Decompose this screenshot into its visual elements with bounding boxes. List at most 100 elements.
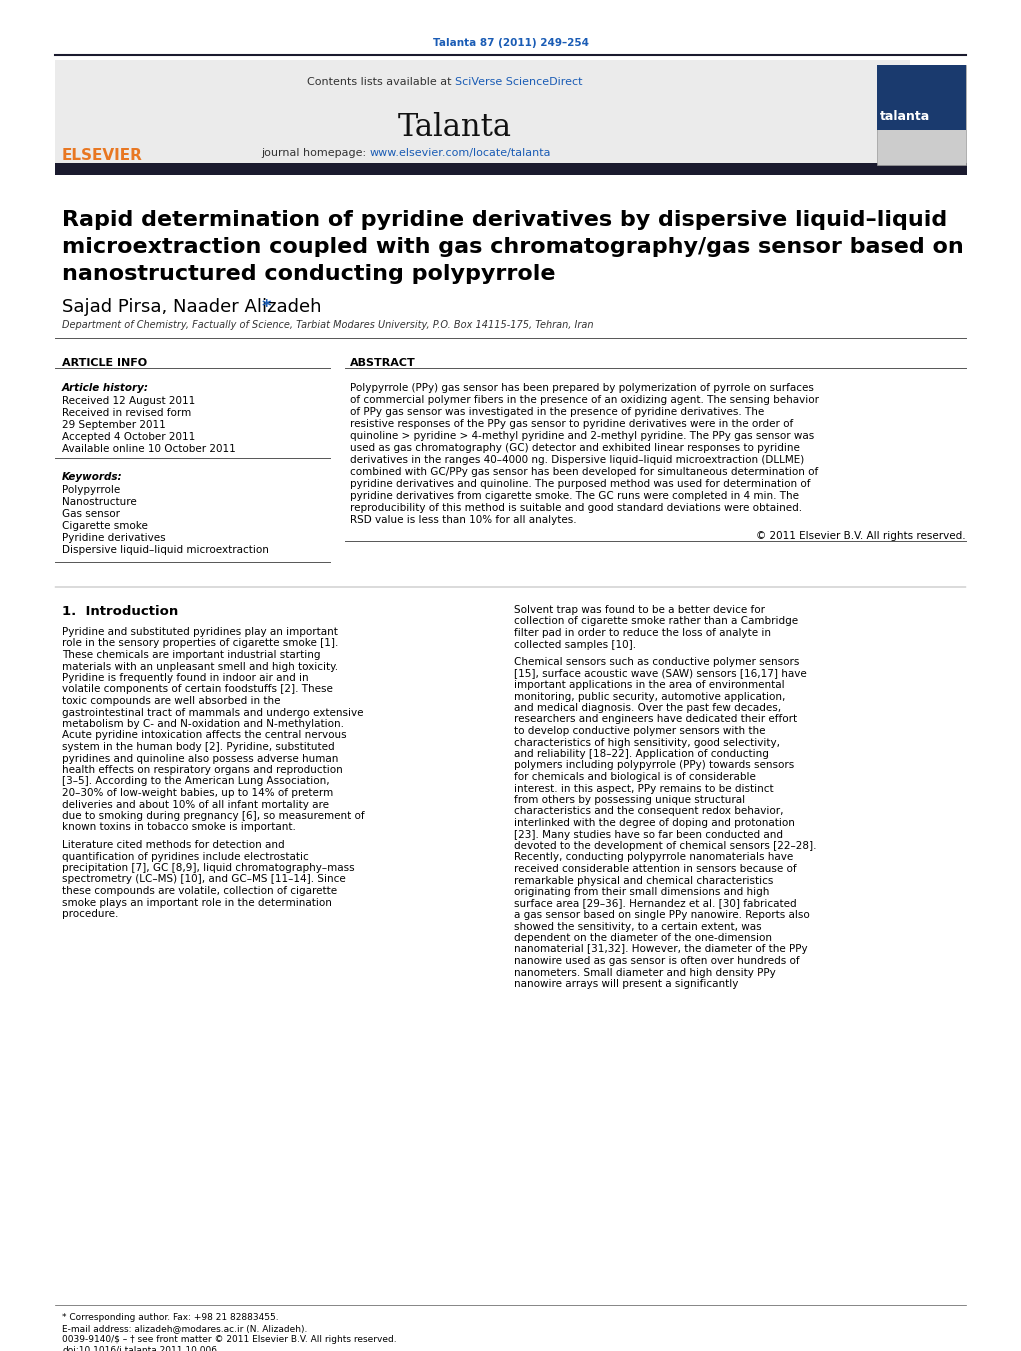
Text: quinoline > pyridine > 4-methyl pyridine and 2-methyl pyridine. The PPy gas sens: quinoline > pyridine > 4-methyl pyridine…: [350, 431, 815, 440]
Bar: [877, 65, 966, 130]
Text: Keywords:: Keywords:: [62, 471, 123, 482]
Text: known toxins in tobacco smoke is important.: known toxins in tobacco smoke is importa…: [62, 823, 296, 832]
Text: reproducibility of this method is suitable and good standard deviations were obt: reproducibility of this method is suitab…: [350, 503, 803, 513]
Bar: [55, 65, 165, 165]
Text: *: *: [262, 299, 272, 316]
Text: filter pad in order to reduce the loss of analyte in: filter pad in order to reduce the loss o…: [514, 628, 771, 638]
Text: [3–5]. According to the American Lung Association,: [3–5]. According to the American Lung As…: [62, 777, 330, 786]
Text: quantification of pyridines include electrostatic: quantification of pyridines include elec…: [62, 851, 308, 862]
Text: and medical diagnosis. Over the past few decades,: and medical diagnosis. Over the past few…: [514, 703, 781, 713]
Text: nanometers. Small diameter and high density PPy: nanometers. Small diameter and high dens…: [514, 967, 776, 978]
Text: remarkable physical and chemical characteristics: remarkable physical and chemical charact…: [514, 875, 773, 885]
Text: Department of Chemistry, Factually of Science, Tarbiat Modares University, P.O. : Department of Chemistry, Factually of Sc…: [62, 320, 593, 330]
Text: nanowire arrays will present a significantly: nanowire arrays will present a significa…: [514, 979, 738, 989]
Text: pyridine derivatives from cigarette smoke. The GC runs were completed in 4 min. : pyridine derivatives from cigarette smok…: [350, 490, 799, 501]
Text: characteristics of high sensitivity, good selectivity,: characteristics of high sensitivity, goo…: [514, 738, 780, 747]
Text: Available online 10 October 2011: Available online 10 October 2011: [62, 444, 236, 454]
Text: Gas sensor: Gas sensor: [62, 509, 120, 519]
Text: Acute pyridine intoxication affects the central nervous: Acute pyridine intoxication affects the …: [62, 731, 346, 740]
Text: pyridine derivatives and quinoline. The purposed method was used for determinati: pyridine derivatives and quinoline. The …: [350, 480, 811, 489]
Bar: [55, 59, 910, 165]
Text: collection of cigarette smoke rather than a Cambridge: collection of cigarette smoke rather tha…: [514, 616, 798, 627]
Text: resistive responses of the PPy gas sensor to pyridine derivatives were in the or: resistive responses of the PPy gas senso…: [350, 419, 793, 430]
Text: journal homepage:: journal homepage:: [261, 149, 370, 158]
Text: 20–30% of low-weight babies, up to 14% of preterm: 20–30% of low-weight babies, up to 14% o…: [62, 788, 333, 798]
Text: interest. in this aspect, PPy remains to be distinct: interest. in this aspect, PPy remains to…: [514, 784, 774, 793]
Text: procedure.: procedure.: [62, 909, 118, 919]
Text: metabolism by C- and N-oxidation and N-methylation.: metabolism by C- and N-oxidation and N-m…: [62, 719, 344, 730]
Text: originating from their small dimensions and high: originating from their small dimensions …: [514, 888, 770, 897]
Bar: [877, 65, 966, 165]
Text: ARTICLE INFO: ARTICLE INFO: [62, 358, 147, 367]
Text: Contents lists available at: Contents lists available at: [307, 77, 455, 86]
Text: Chemical sensors such as conductive polymer sensors: Chemical sensors such as conductive poly…: [514, 657, 799, 667]
Text: materials with an unpleasant smell and high toxicity.: materials with an unpleasant smell and h…: [62, 662, 338, 671]
Text: nanomaterial [31,32]. However, the diameter of the PPy: nanomaterial [31,32]. However, the diame…: [514, 944, 808, 955]
Text: Polypyrrole: Polypyrrole: [62, 485, 120, 494]
Text: polymers including polypyrrole (PPy) towards sensors: polymers including polypyrrole (PPy) tow…: [514, 761, 794, 770]
Text: for chemicals and biological is of considerable: for chemicals and biological is of consi…: [514, 771, 756, 782]
Text: surface area [29–36]. Hernandez et al. [30] fabricated: surface area [29–36]. Hernandez et al. […: [514, 898, 796, 908]
Text: doi:10.1016/j.talanta.2011.10.006: doi:10.1016/j.talanta.2011.10.006: [62, 1346, 217, 1351]
Text: Literature cited methods for detection and: Literature cited methods for detection a…: [62, 840, 285, 850]
Text: received considerable attention in sensors because of: received considerable attention in senso…: [514, 865, 796, 874]
Text: used as gas chromatography (GC) detector and exhibited linear responses to pyrid: used as gas chromatography (GC) detector…: [350, 443, 799, 453]
Text: microextraction coupled with gas chromatography/gas sensor based on: microextraction coupled with gas chromat…: [62, 236, 964, 257]
Text: monitoring, public security, automotive application,: monitoring, public security, automotive …: [514, 692, 785, 701]
Text: ELSEVIER: ELSEVIER: [62, 149, 143, 163]
Text: these compounds are volatile, collection of cigarette: these compounds are volatile, collection…: [62, 886, 337, 896]
Text: combined with GC/PPy gas sensor has been developed for simultaneous determinatio: combined with GC/PPy gas sensor has been…: [350, 467, 818, 477]
Bar: [55, 163, 967, 176]
Text: 0039-9140/$ – † see front matter © 2011 Elsevier B.V. All rights reserved.: 0039-9140/$ – † see front matter © 2011 …: [62, 1335, 396, 1344]
Text: to develop conductive polymer sensors with the: to develop conductive polymer sensors wi…: [514, 725, 766, 736]
Text: Received in revised form: Received in revised form: [62, 408, 191, 417]
Text: system in the human body [2]. Pyridine, substituted: system in the human body [2]. Pyridine, …: [62, 742, 335, 753]
Text: Pyridine is frequently found in indoor air and in: Pyridine is frequently found in indoor a…: [62, 673, 308, 684]
Text: of PPy gas sensor was investigated in the presence of pyridine derivatives. The: of PPy gas sensor was investigated in th…: [350, 407, 765, 417]
Text: gastrointestinal tract of mammals and undergo extensive: gastrointestinal tract of mammals and un…: [62, 708, 363, 717]
Text: Sajad Pirsa, Naader Alizadeh: Sajad Pirsa, Naader Alizadeh: [62, 299, 322, 316]
Text: talanta: talanta: [880, 109, 930, 123]
Text: devoted to the development of chemical sensors [22–28].: devoted to the development of chemical s…: [514, 842, 817, 851]
Text: 1.  Introduction: 1. Introduction: [62, 605, 179, 617]
Text: researchers and engineers have dedicated their effort: researchers and engineers have dedicated…: [514, 715, 797, 724]
Text: toxic compounds are well absorbed in the: toxic compounds are well absorbed in the: [62, 696, 281, 707]
Text: Recently, conducting polypyrrole nanomaterials have: Recently, conducting polypyrrole nanomat…: [514, 852, 793, 862]
Text: Received 12 August 2011: Received 12 August 2011: [62, 396, 195, 407]
Text: These chemicals are important industrial starting: These chemicals are important industrial…: [62, 650, 321, 661]
Text: © 2011 Elsevier B.V. All rights reserved.: © 2011 Elsevier B.V. All rights reserved…: [757, 531, 966, 540]
Text: interlinked with the degree of doping and protonation: interlinked with the degree of doping an…: [514, 817, 795, 828]
Text: precipitation [7], GC [8,9], liquid chromatography–mass: precipitation [7], GC [8,9], liquid chro…: [62, 863, 354, 873]
Text: pyridines and quinoline also possess adverse human: pyridines and quinoline also possess adv…: [62, 754, 338, 763]
Text: [23]. Many studies have so far been conducted and: [23]. Many studies have so far been cond…: [514, 830, 783, 839]
Text: Accepted 4 October 2011: Accepted 4 October 2011: [62, 432, 195, 442]
Text: and reliability [18–22]. Application of conducting: and reliability [18–22]. Application of …: [514, 748, 769, 759]
Text: RSD value is less than 10% for all analytes.: RSD value is less than 10% for all analy…: [350, 515, 577, 526]
Text: Talanta: Talanta: [398, 112, 512, 143]
Text: nanostructured conducting polypyrrole: nanostructured conducting polypyrrole: [62, 263, 555, 284]
Text: [15], surface acoustic wave (SAW) sensors [16,17] have: [15], surface acoustic wave (SAW) sensor…: [514, 669, 807, 678]
Text: * Corresponding author. Fax: +98 21 82883455.: * Corresponding author. Fax: +98 21 8288…: [62, 1313, 279, 1323]
Text: derivatives in the ranges 40–4000 ng. Dispersive liquid–liquid microextraction (: derivatives in the ranges 40–4000 ng. Di…: [350, 455, 805, 465]
Text: spectrometry (LC–MS) [10], and GC–MS [11–14]. Since: spectrometry (LC–MS) [10], and GC–MS [11…: [62, 874, 346, 885]
Text: important applications in the area of environmental: important applications in the area of en…: [514, 680, 784, 690]
Text: due to smoking during pregnancy [6], so measurement of: due to smoking during pregnancy [6], so …: [62, 811, 364, 821]
Text: Article history:: Article history:: [62, 382, 149, 393]
Text: Rapid determination of pyridine derivatives by dispersive liquid–liquid: Rapid determination of pyridine derivati…: [62, 209, 947, 230]
Text: Dispersive liquid–liquid microextraction: Dispersive liquid–liquid microextraction: [62, 544, 269, 555]
Text: 29 September 2011: 29 September 2011: [62, 420, 165, 430]
Text: Solvent trap was found to be a better device for: Solvent trap was found to be a better de…: [514, 605, 765, 615]
Text: nanowire used as gas sensor is often over hundreds of: nanowire used as gas sensor is often ove…: [514, 957, 799, 966]
Text: SciVerse ScienceDirect: SciVerse ScienceDirect: [455, 77, 583, 86]
Text: collected samples [10].: collected samples [10].: [514, 639, 636, 650]
Text: Talanta 87 (2011) 249–254: Talanta 87 (2011) 249–254: [433, 38, 589, 49]
Text: Pyridine derivatives: Pyridine derivatives: [62, 534, 165, 543]
Text: characteristics and the consequent redox behavior,: characteristics and the consequent redox…: [514, 807, 783, 816]
Text: health effects on respiratory organs and reproduction: health effects on respiratory organs and…: [62, 765, 343, 775]
Text: ABSTRACT: ABSTRACT: [350, 358, 416, 367]
Text: Pyridine and substituted pyridines play an important: Pyridine and substituted pyridines play …: [62, 627, 338, 638]
Text: showed the sensitivity, to a certain extent, was: showed the sensitivity, to a certain ext…: [514, 921, 762, 931]
Text: a gas sensor based on single PPy nanowire. Reports also: a gas sensor based on single PPy nanowir…: [514, 911, 810, 920]
Text: deliveries and about 10% of all infant mortality are: deliveries and about 10% of all infant m…: [62, 800, 329, 809]
Text: www.elsevier.com/locate/talanta: www.elsevier.com/locate/talanta: [370, 149, 551, 158]
